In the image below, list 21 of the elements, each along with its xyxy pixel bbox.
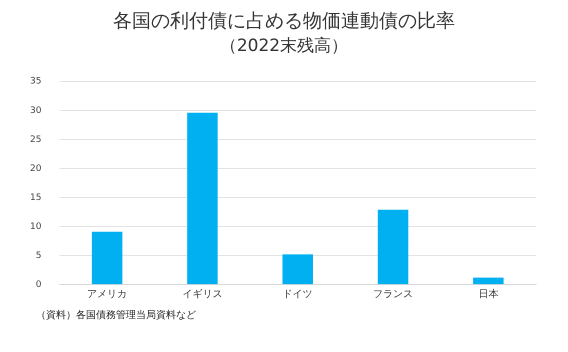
chart-title: 各国の利付債に占める物価連動債の比率 <box>112 9 456 34</box>
bar <box>187 112 218 284</box>
bar <box>378 210 408 284</box>
y-tick-label: 10 <box>30 222 42 232</box>
x-tick-label: イギリス <box>182 288 222 300</box>
y-tick-label: 0 <box>36 280 42 290</box>
x-tick-label: ドイツ <box>282 289 313 300</box>
bar <box>92 232 122 284</box>
y-tick-label: 15 <box>30 192 42 203</box>
chart-subtitle: （2022末残高） <box>218 35 350 58</box>
y-tick-label: 20 <box>30 164 42 174</box>
text: （資料）各国債務管理当局資料など <box>36 308 197 322</box>
y-tick-label: 25 <box>30 134 42 145</box>
y-tick-label: 5 <box>36 250 42 261</box>
x-tick-label: フランス <box>373 289 414 300</box>
bar <box>473 278 504 284</box>
y-tick-label: 30 <box>30 106 42 116</box>
x-tick-label: アメリカ <box>87 289 128 300</box>
x-tick-label: 日本 <box>478 288 498 300</box>
y-tick-label: 35 <box>30 76 42 87</box>
bar <box>282 254 313 284</box>
